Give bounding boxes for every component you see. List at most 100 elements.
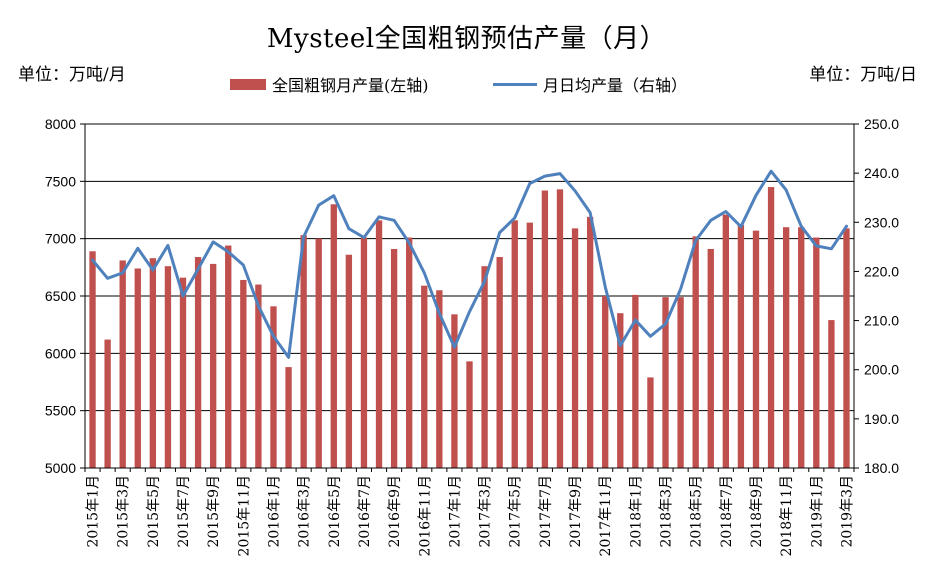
chart-title: Mysteel全国粗钢预估产量（月） — [266, 24, 667, 54]
x-tick-label: 2018年1月 — [628, 475, 644, 548]
x-tick-label: 2016年1月 — [266, 475, 282, 548]
bar — [451, 314, 458, 468]
x-tick-label: 2018年5月 — [689, 475, 705, 548]
legend-bar-swatch — [230, 78, 266, 90]
bar — [722, 214, 729, 468]
bar — [390, 248, 398, 468]
right-tick-label: 250.0 — [864, 116, 899, 132]
bar — [707, 248, 714, 468]
x-tick-label: 2018年3月 — [659, 475, 675, 548]
bar — [767, 187, 775, 469]
bar — [541, 190, 549, 469]
right-tick-label: 230.0 — [864, 214, 899, 230]
bar — [571, 228, 579, 468]
bar — [375, 220, 383, 468]
bar — [737, 224, 745, 468]
bar — [647, 377, 654, 468]
bar — [345, 254, 353, 468]
bar — [496, 257, 503, 468]
bar — [285, 367, 292, 468]
x-tick-label: 2016年5月 — [327, 475, 343, 548]
x-tick-label: 2016年7月 — [357, 475, 373, 548]
bar — [134, 268, 141, 468]
right-y-axis-ticks: 180.0 190.0 200.0 210.0 220.0 230.0 240.0 250.0 — [854, 116, 899, 476]
bar — [662, 297, 669, 468]
right-tick-label: 220.0 — [864, 263, 899, 279]
legend-line-swatch — [493, 82, 537, 86]
x-tick-label: 2015年5月 — [146, 475, 162, 548]
right-tick-label: 210.0 — [864, 313, 899, 329]
left-tick-label: 5000 — [45, 460, 76, 476]
bar — [164, 266, 172, 468]
x-tick-label: 2017年7月 — [538, 475, 554, 548]
bar — [813, 237, 820, 468]
x-tick-label: 2017年11月 — [598, 475, 614, 556]
x-tick-label: 2019年3月 — [839, 475, 855, 548]
left-tick-label: 6000 — [45, 345, 76, 361]
bar — [436, 290, 443, 468]
legend: 全国粗钢月产量(左轴) 月日均产量（右轴） — [0, 72, 933, 96]
x-tick-label: 2017年5月 — [508, 475, 524, 548]
bar — [300, 235, 307, 468]
bar — [225, 245, 232, 468]
left-y-axis-ticks: 5000 5500 6000 6500 7000 7500 8000 — [45, 116, 85, 476]
bar — [466, 361, 473, 468]
bar — [270, 306, 277, 468]
left-tick-label: 7500 — [45, 173, 76, 189]
left-tick-label: 8000 — [45, 116, 76, 132]
bar — [843, 228, 850, 468]
right-axis-unit: 单位：万吨/日 — [809, 65, 917, 85]
bar — [617, 313, 624, 468]
bar — [677, 297, 684, 468]
legend-item-daily-average: 月日均产量（右轴） — [493, 72, 687, 96]
bar — [406, 237, 413, 468]
right-tick-label: 240.0 — [864, 165, 899, 181]
bar — [194, 257, 202, 468]
x-tick-label: 2016年3月 — [297, 475, 313, 548]
bar — [255, 284, 262, 468]
x-tick-label: 2015年7月 — [176, 475, 192, 548]
x-tick-label: 2018年9月 — [749, 475, 765, 548]
bar — [330, 204, 337, 468]
bar — [119, 260, 126, 468]
right-tick-label: 180.0 — [864, 460, 899, 476]
bar — [556, 189, 564, 469]
bar — [210, 263, 217, 468]
x-tick-label: 2018年7月 — [719, 475, 735, 548]
bar — [149, 258, 157, 468]
x-tick-label: 2016年9月 — [387, 475, 403, 548]
bar — [481, 266, 488, 468]
x-tick-label: 2019年1月 — [809, 475, 825, 548]
x-tick-label: 2017年9月 — [568, 475, 584, 548]
bar — [752, 230, 760, 468]
x-tick-label: 2017年1月 — [447, 475, 463, 548]
bar — [602, 296, 609, 468]
x-tick-label: 2018年11月 — [779, 475, 795, 556]
bar — [828, 320, 835, 468]
x-axis-ticks: 2015年1月 2015年3月 2015年5月 2015年7月 2015年9月 2015年… — [84, 468, 855, 556]
bar — [586, 216, 594, 468]
left-tick-label: 5500 — [45, 403, 76, 419]
legend-label-daily-average: 月日均产量（右轴） — [543, 76, 688, 95]
bar — [89, 251, 96, 468]
bar — [798, 227, 805, 468]
bar — [782, 227, 790, 468]
x-tick-label: 2017年3月 — [478, 475, 494, 548]
x-tick-label: 2016年11月 — [417, 475, 433, 556]
legend-label-monthly-output: 全国粗钢月产量(左轴) — [272, 76, 429, 95]
x-tick-label: 2015年11月 — [236, 475, 252, 556]
x-tick-label: 2015年9月 — [206, 475, 222, 548]
bar — [511, 220, 518, 468]
daily-average-line — [91, 169, 848, 359]
left-tick-label: 6500 — [45, 288, 76, 304]
bar — [692, 236, 699, 468]
bar — [315, 238, 322, 468]
bar — [632, 294, 639, 468]
bar — [360, 237, 368, 468]
bar — [179, 277, 187, 468]
bar — [240, 279, 247, 468]
x-tick-label: 2015年3月 — [116, 475, 132, 548]
legend-item-monthly-output: 全国粗钢月产量(左轴) — [230, 72, 429, 96]
x-tick-label: 2015年1月 — [86, 475, 102, 548]
